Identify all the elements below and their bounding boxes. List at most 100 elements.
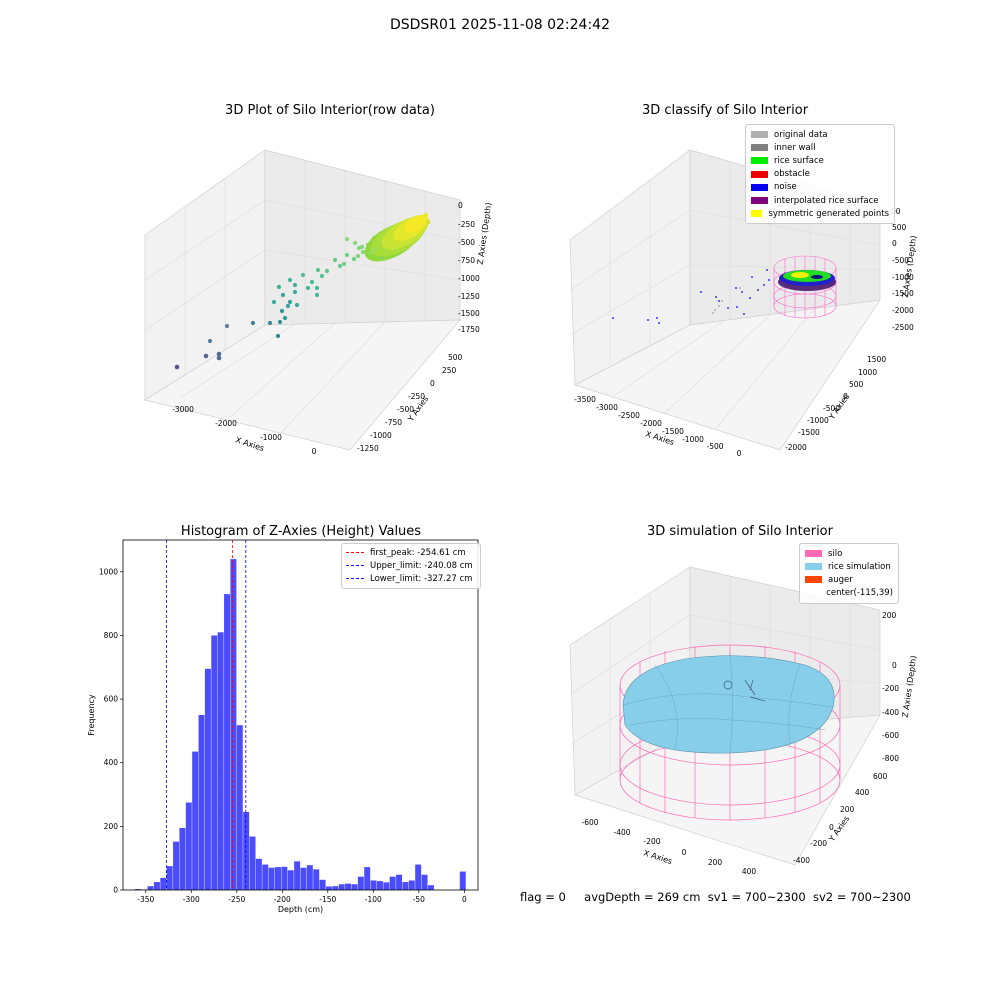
legend-swatch [751, 170, 768, 178]
status-line: flag = 0 avgDepth = 269 cm sv1 = 700~230… [520, 890, 911, 904]
legend-item: symmetric generated points [751, 207, 889, 220]
classify-ztick: 0 [892, 239, 897, 248]
raw-ytick: -250 [408, 392, 425, 401]
legend-line [346, 578, 364, 580]
legend-item: noise [751, 181, 889, 194]
histogram-bar [166, 866, 173, 890]
histogram-xlabel: Depth (cm) [278, 905, 323, 914]
legend-item: center(-115,39) [805, 587, 893, 600]
legend-label: original data [774, 129, 828, 140]
simulation-zlabel: Z Axies (Depth) [901, 655, 919, 718]
legend-swatch [751, 157, 768, 165]
raw-ztick: -250 [458, 220, 475, 229]
raw-ztick: -1250 [458, 292, 480, 301]
legend-item: rice surface [751, 154, 889, 167]
legend-item: silo [805, 547, 893, 560]
classify-ytick: -1500 [798, 428, 820, 437]
classify-ytick: -1000 [807, 416, 829, 425]
histogram-bar [415, 864, 422, 890]
legend-label: inner wall [774, 142, 816, 153]
raw-gridlines [144, 160, 461, 435]
y-tick-label: 200 [104, 822, 119, 831]
classify-xtick: -500 [706, 442, 723, 451]
classify-rice-surface [778, 270, 836, 291]
histogram-bar [268, 867, 275, 890]
raw-ytick: 0 [430, 379, 435, 388]
histogram-bar [160, 877, 167, 890]
histogram-bar [383, 882, 390, 890]
simulation-plot-title: 3D simulation of Silo Interior [647, 524, 833, 539]
simulation-auger [723, 679, 766, 702]
classify-3d-plot[interactable]: -3500 -3000 -2500 -2000 -1500 -1000 -500… [555, 130, 925, 460]
raw-ztick: 0 [458, 201, 463, 210]
histogram-bar [281, 866, 288, 890]
raw-ytick: -1000 [370, 431, 392, 440]
classify-ztick: -1000 [892, 273, 914, 282]
legend-swatch [751, 144, 768, 152]
raw-ytick: 500 [448, 353, 463, 362]
histogram-bar [249, 836, 256, 890]
classify-xtick: -2500 [618, 411, 640, 420]
simulation-rice-surface [622, 651, 835, 754]
classify-ztick: -2500 [892, 323, 914, 332]
histogram-bar [255, 858, 262, 890]
simulation-3d-plot[interactable]: -600 -400 -200 0 200 400 X Axies 600 400… [555, 555, 925, 875]
legend-line [346, 552, 364, 554]
sv1-value: sv1 = 700~2300 [707, 890, 806, 904]
histogram-bar [217, 632, 224, 890]
histogram-bar [173, 841, 180, 890]
y-tick-label: 400 [104, 758, 119, 767]
flag-value: flag = 0 [520, 890, 566, 904]
raw-scatter-points [174, 231, 383, 370]
simulation-ztick: 0 [892, 661, 897, 670]
legend-label: rice surface [774, 155, 824, 166]
histogram-bar [338, 884, 345, 890]
x-tick-label: -350 [137, 895, 154, 904]
simulation-xtick: 400 [742, 867, 757, 875]
simulation-xtick: 200 [708, 858, 723, 867]
histogram-title: Histogram of Z-Axies (Height) Values [180, 524, 422, 539]
histogram-legend: first_peak: -254.61 cm Upper_limit: -240… [341, 543, 481, 589]
simulation-ytick: -200 [810, 839, 827, 848]
histogram-bar [459, 871, 466, 890]
classify-xtick: -3000 [596, 403, 618, 412]
legend-swatch [805, 563, 822, 571]
legend-line [346, 565, 364, 567]
raw-surface-cloud [364, 212, 431, 262]
legend-item: Upper_limit: -240.08 cm [346, 559, 476, 572]
histogram-bar [192, 751, 199, 890]
x-tick-label: -300 [183, 895, 200, 904]
classify-plot-title: 3D classify of Silo Interior [641, 103, 809, 118]
histogram-bar [230, 559, 237, 890]
raw-ztick: -1500 [458, 309, 480, 318]
classify-ytick: -500 [823, 404, 840, 413]
simulation-ytick: 200 [840, 805, 855, 814]
histogram-bar [357, 876, 364, 890]
histogram-bar [300, 867, 307, 890]
legend-swatch [805, 550, 822, 558]
simulation-ztick: -600 [882, 731, 899, 740]
simulation-xtick: -400 [613, 828, 630, 837]
histogram-frame [122, 539, 479, 891]
legend-label: silo [828, 548, 843, 559]
classify-zlabel: Z Axies (Depth) [901, 235, 919, 298]
raw-ztick: -1000 [458, 274, 480, 283]
figure-title: DSDSR01 2025-11-08 02:24:42 [389, 17, 610, 33]
legend-item: first_peak: -254.61 cm [346, 546, 476, 559]
simulation-ztick: -400 [882, 708, 899, 717]
histogram-bar [294, 861, 301, 890]
histogram-bar [427, 885, 434, 890]
histogram-chart[interactable]: -350 -300 -250 -200 -150 -100 -50 0 0 200 400 600 8… [80, 530, 490, 920]
histogram-bars [134, 559, 466, 890]
histogram-bar [185, 802, 192, 890]
classify-xtick: -2000 [640, 419, 662, 428]
legend-label: auger [828, 574, 853, 585]
histogram-bar [319, 879, 326, 890]
legend-label: symmetric generated points [768, 208, 889, 219]
histogram-bar [325, 886, 332, 890]
raw-3d-plot[interactable]: -3000 -2000 -1000 0 X Axies 500 250 0 -2… [130, 130, 500, 460]
classify-ztick: -2000 [892, 306, 914, 315]
raw-zlabel: Z Axies (Depth) [476, 202, 494, 265]
classify-ztick: 500 [892, 223, 907, 232]
histogram-bar [345, 883, 352, 890]
